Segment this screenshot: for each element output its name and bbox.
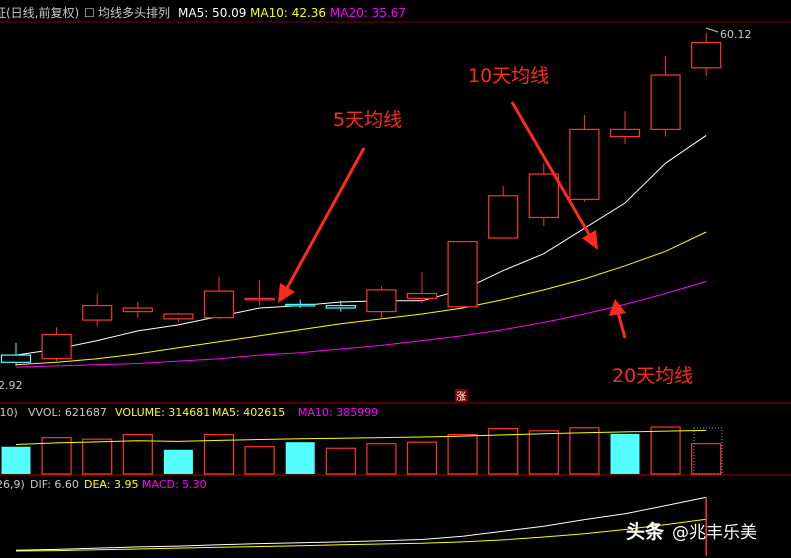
chart-title: 证(日线,前复权)	[0, 5, 79, 20]
macd-params: 26,9)	[0, 478, 25, 491]
volume-bar	[447, 434, 478, 475]
candle-body	[488, 195, 519, 239]
ma20-annotation: 20天均线	[612, 365, 693, 387]
volume-bar	[650, 426, 681, 475]
volume-ma5-value: MA5: 402615	[212, 406, 285, 419]
volume-bar	[691, 443, 722, 475]
price-high-label: 60.12	[720, 28, 752, 41]
volume-bar	[244, 446, 275, 475]
ma5-arrow	[284, 147, 366, 291]
volume-bar	[285, 442, 315, 474]
volume-params: ,10)	[0, 406, 18, 419]
volume-bar	[325, 447, 356, 475]
candle	[0, 343, 32, 366]
ma5-arrow-head	[278, 283, 295, 303]
candle-body	[0, 354, 32, 363]
candle-body	[41, 333, 72, 360]
candle	[203, 276, 235, 319]
candle	[650, 55, 681, 137]
macd-value: MACD: 5.30	[142, 478, 207, 491]
pattern-label: 均线多头排列	[98, 6, 170, 20]
candle	[82, 293, 113, 327]
volume-bar	[82, 438, 113, 475]
watermark-logo: 头条	[626, 520, 665, 543]
ma5-line	[15, 134, 707, 356]
price-high-marker	[705, 27, 719, 33]
volume-bar	[610, 433, 640, 474]
volume-ma10-value: MA10: 385999	[298, 406, 378, 419]
limit-up-label: 涨	[456, 391, 466, 403]
annotation-arrows	[278, 101, 627, 339]
candle	[163, 312, 194, 323]
ma20-arrow-head	[609, 299, 626, 316]
volume-ma-line	[15, 429, 707, 445]
volume-bar	[406, 441, 438, 475]
ma10-line	[15, 231, 707, 366]
volume-bar	[203, 434, 235, 475]
candle	[406, 271, 438, 304]
price-low-label: 2.92	[0, 379, 23, 392]
candle-body	[163, 313, 194, 320]
volume-bar	[1, 446, 31, 474]
volume-selection-box	[693, 427, 723, 475]
candle-body	[203, 290, 235, 319]
candle	[609, 111, 641, 144]
candle	[447, 241, 478, 308]
candle-body	[82, 304, 113, 321]
ma10-arrow-head	[582, 230, 598, 250]
vvol-value: VVOL: 621687	[28, 406, 107, 419]
dif-value: DIF: 6.60	[30, 478, 79, 491]
volume-value: VOLUME: 314681	[115, 406, 210, 419]
candle	[122, 301, 153, 318]
candle-body	[650, 74, 681, 130]
candle	[691, 32, 722, 77]
limit-up-badge	[455, 389, 468, 402]
candle	[366, 286, 397, 319]
candle	[528, 163, 559, 226]
candle-body	[691, 41, 722, 69]
ma5-value: MA5: 50.09	[178, 6, 246, 20]
candle	[41, 327, 72, 362]
pattern-checkbox-icon: ☐	[84, 6, 95, 20]
candle-body	[122, 307, 153, 313]
dea-value: DEA: 3.95	[84, 478, 138, 491]
ma10-value: MA10: 42.36	[250, 6, 326, 20]
candle	[569, 114, 600, 202]
candle-body	[285, 303, 316, 307]
macd-dif-line	[15, 496, 707, 551]
candle	[488, 186, 519, 239]
candle-body	[447, 241, 478, 308]
macd-dea-line	[15, 518, 707, 552]
volume-bar	[528, 430, 559, 475]
volume-bar	[366, 443, 397, 475]
ma20-value: MA20: 35.67	[330, 6, 406, 20]
candle	[285, 299, 316, 308]
ma5-annotation: 5天均线	[333, 109, 402, 131]
volume-bar	[488, 427, 519, 475]
ma20-arrow	[616, 311, 627, 339]
candle-body	[325, 304, 356, 309]
candle-body	[244, 297, 275, 301]
candle	[244, 280, 275, 306]
candle-body	[569, 128, 600, 200]
candle	[325, 300, 356, 312]
candle-body	[528, 173, 559, 219]
volume-bar	[163, 449, 193, 474]
candle-body	[609, 128, 641, 138]
ma10-arrow	[510, 101, 592, 237]
ma10-annotation: 10天均线	[468, 65, 549, 87]
candle-body	[406, 292, 438, 299]
volume-bar	[569, 427, 600, 475]
watermark-handle: @兆丰乐美	[672, 523, 757, 543]
candle-body	[366, 289, 397, 313]
ma20-line	[15, 280, 707, 368]
